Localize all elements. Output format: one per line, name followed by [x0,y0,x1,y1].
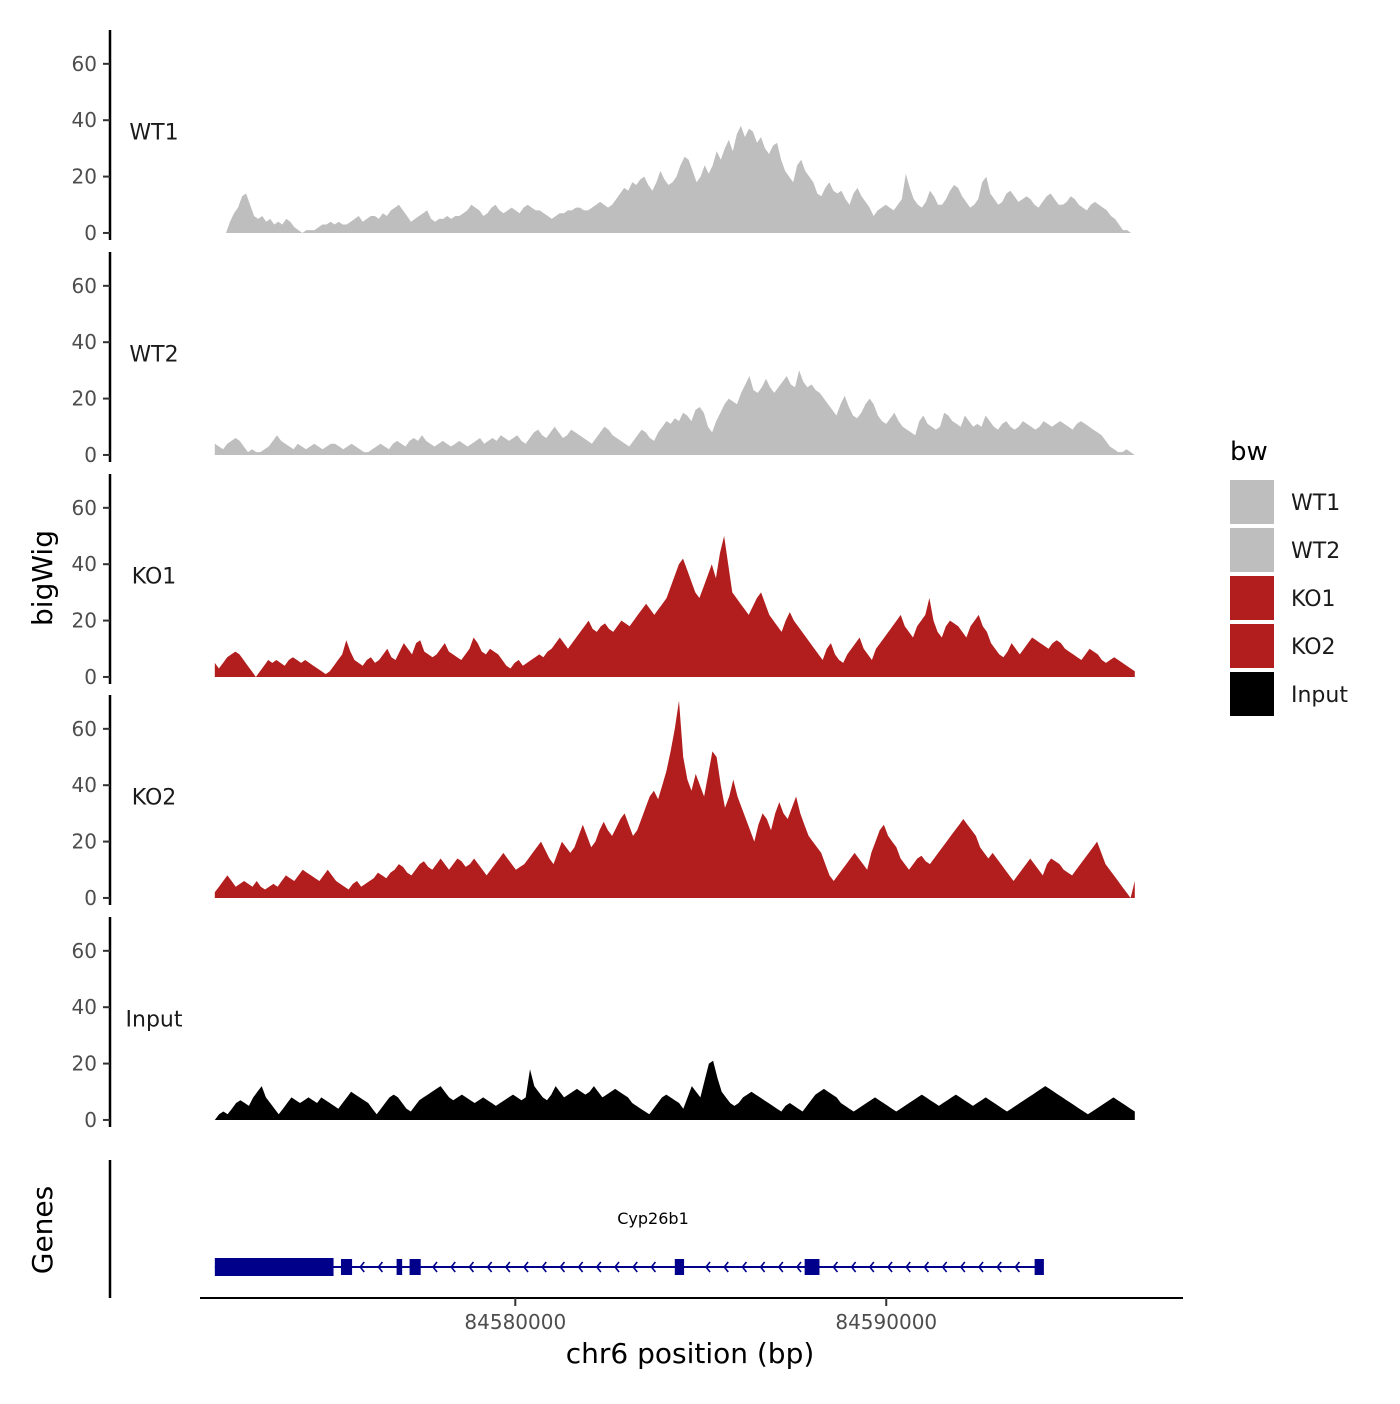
legend-label-ko1: KO1 [1291,587,1336,612]
strand-chevron [432,1261,438,1273]
strand-chevron [1014,1261,1021,1273]
exon-box [674,1259,685,1275]
strand-chevron [941,1261,948,1273]
y-tick-label: 60 [72,717,97,741]
strand-chevron [377,1261,384,1273]
strand-chevron [359,1261,365,1273]
gene-track-title: Genes [26,1186,59,1274]
strand-chevron [614,1261,620,1273]
legend-title: bw [1230,437,1268,467]
y-tick-label: 0 [84,443,97,467]
strand-chevron [777,1261,784,1273]
strand-chevron [905,1261,911,1273]
legend-key-ko1 [1230,576,1274,620]
legend: bw WT1 WT2 KO1 KO2 Input [1230,437,1348,716]
y-tick-label: 60 [72,274,97,298]
strand-chevron [577,1261,584,1273]
strand-chevron [632,1261,638,1273]
strand-chevron [923,1261,930,1273]
y-tick-label: 0 [84,1108,97,1132]
y-tick-label: 40 [72,995,97,1019]
strand-chevron [486,1261,493,1273]
y-tick-label: 40 [72,552,97,576]
y-tick-label: 20 [72,1052,97,1076]
y-tick-label: 40 [72,108,97,132]
strand-chevron [832,1261,839,1273]
x-tick-label: 84590000 [835,1310,937,1334]
legend-key-ko2 [1230,624,1274,668]
strand-chevron [796,1261,802,1273]
gene-name-label: Cyp26b1 [617,1209,689,1228]
strand-chevron [978,1261,984,1273]
area-wt2 [214,370,1135,455]
y-tick-label: 40 [72,330,97,354]
strand-chevron [850,1261,857,1273]
strand-chevron [650,1261,657,1273]
y-axis-title: bigWig [26,530,59,626]
gene-track: Cyp26b1 [108,1160,1044,1298]
exon-box [1034,1259,1044,1275]
gene-cyp26b1: Cyp26b1 [214,1209,1044,1276]
legend-label-wt2: WT2 [1291,539,1340,564]
exon-box [409,1259,421,1275]
track-label-ko2: KO2 [132,785,177,810]
legend-key-wt1 [1230,480,1274,524]
y-tick-label: 20 [72,387,97,411]
legend-label-ko2: KO2 [1291,635,1336,660]
strand-chevron [595,1261,602,1273]
x-tick-label: 84580000 [464,1310,566,1334]
strand-chevron [741,1261,748,1273]
panel-wt2: 0 20 40 60 WT2 [72,252,1135,467]
area-ko1 [214,536,1135,677]
strand-chevron [996,1261,1002,1273]
exon-box [396,1259,403,1275]
strand-chevron [450,1261,456,1273]
panel-ko2: 0 20 40 60 KO2 [72,695,1135,910]
strand-chevron [541,1261,547,1273]
panel-input: 0 20 40 60 Input [72,917,1135,1132]
track-panels: 0 20 40 60 WT1 0 20 40 60 WT2 0 20 40 60 KO1 0 20 40 60 KO2… [72,30,1135,1132]
strand-chevron [523,1261,529,1273]
y-tick-label: 0 [84,665,97,689]
exon-box [214,1258,334,1276]
strand-chevron [504,1261,511,1273]
area-ko2 [214,700,1135,898]
area-input [214,1060,1135,1120]
area-wt1 [226,125,1132,233]
y-tick-label: 0 [84,221,97,245]
strand-chevron [559,1261,566,1273]
track-label-ko1: KO1 [132,564,177,589]
legend-label-input: Input [1291,683,1348,708]
track-label-wt1: WT1 [129,120,178,145]
legend-key-wt2 [1230,528,1274,572]
strand-chevron [723,1261,729,1273]
y-tick-label: 20 [72,165,97,189]
strand-chevron [959,1261,966,1273]
y-tick-label: 60 [72,939,97,963]
y-tick-label: 60 [72,52,97,76]
y-tick-label: 0 [84,886,97,910]
strand-chevron [759,1261,766,1273]
y-tick-label: 20 [72,830,97,854]
panel-wt1: 0 20 40 60 WT1 [72,30,1132,245]
exon-box [804,1259,820,1275]
track-label-wt2: WT2 [129,342,178,367]
y-tick-label: 60 [72,496,97,520]
y-tick-label: 40 [72,773,97,797]
strand-chevron [705,1261,711,1273]
track-label-input: Input [126,1007,183,1032]
legend-key-input [1230,672,1274,716]
strand-chevron [468,1261,475,1273]
panel-ko1: 0 20 40 60 KO1 [72,474,1135,689]
x-axis: 84580000 84590000 [200,1297,1183,1334]
legend-label-wt1: WT1 [1291,491,1340,516]
strand-chevron [868,1261,875,1273]
exon-box [340,1259,353,1275]
y-tick-label: 20 [72,609,97,633]
strand-chevron [887,1261,893,1273]
x-axis-title: chr6 position (bp) [566,1337,815,1370]
